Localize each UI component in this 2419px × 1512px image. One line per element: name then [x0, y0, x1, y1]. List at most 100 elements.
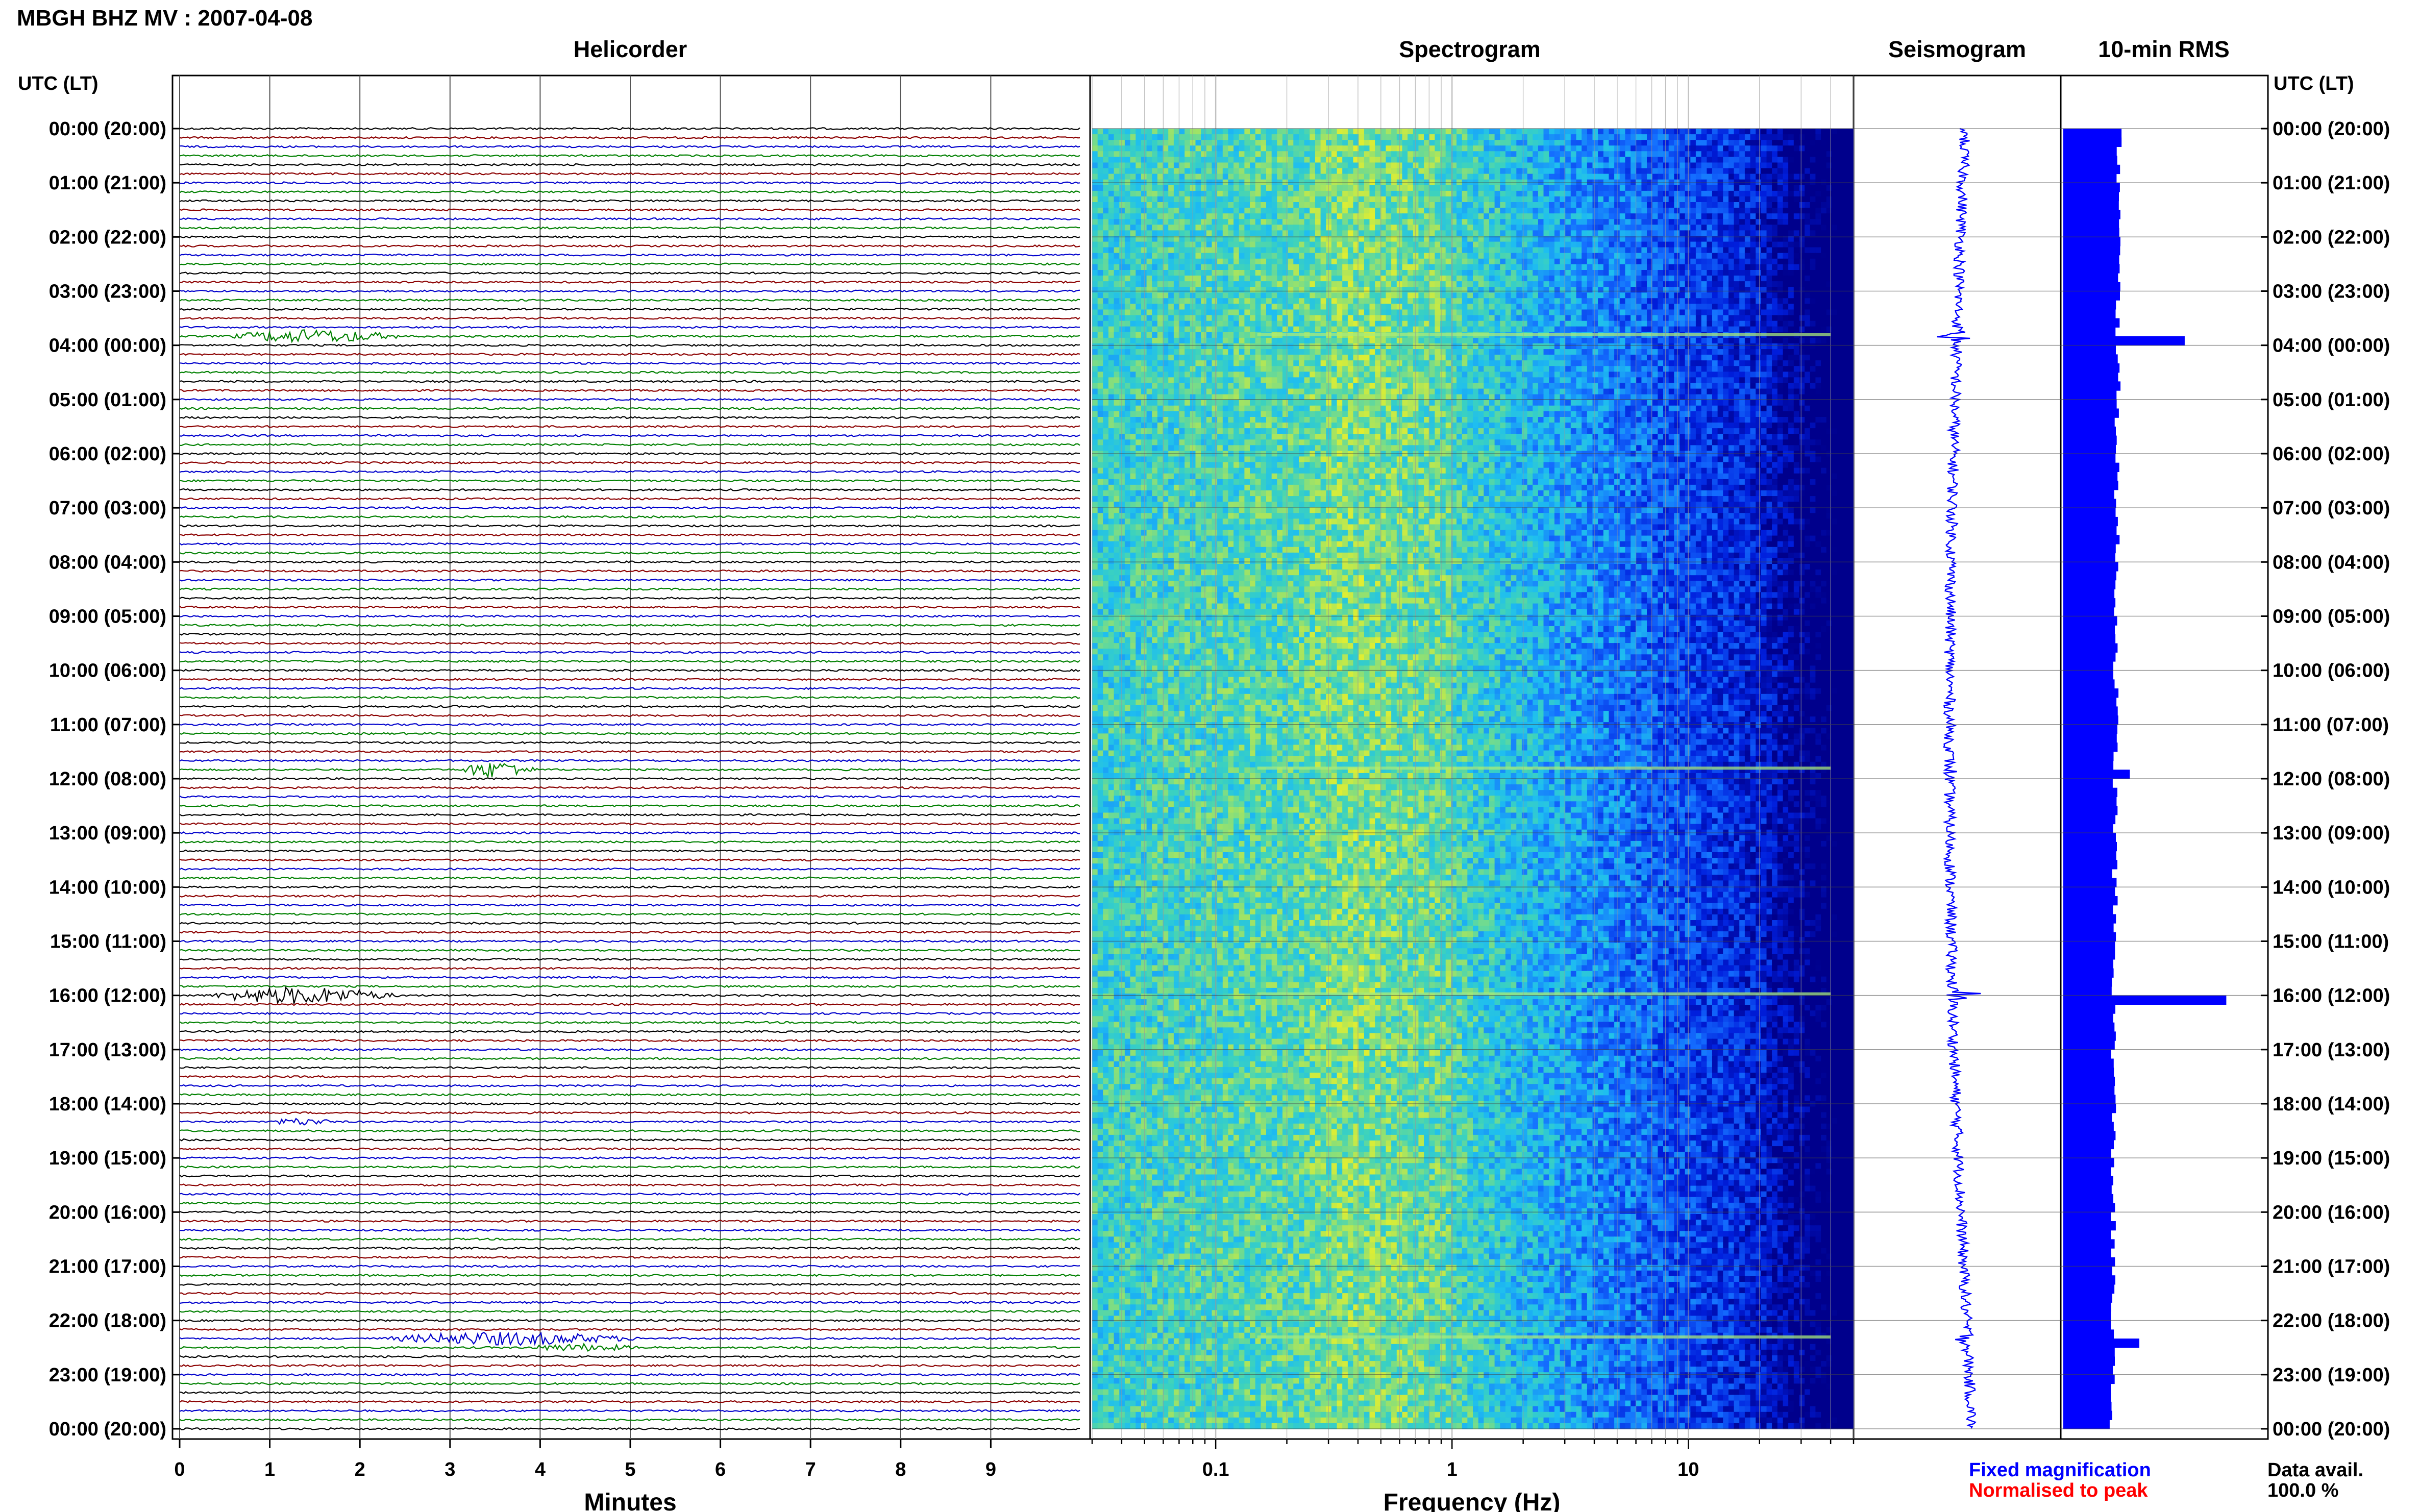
spectrogram-cell — [1544, 129, 1550, 135]
spectrogram-cell — [1147, 151, 1153, 157]
spectrogram-cell — [1103, 145, 1109, 152]
spectrogram-cell — [1576, 163, 1583, 169]
spectrogram-cell — [1255, 140, 1262, 146]
spectrogram-cell — [1196, 163, 1202, 169]
spectrogram-cell — [1157, 140, 1164, 146]
spectrogram-cell — [1266, 134, 1272, 140]
spectrogram-cell — [1826, 134, 1833, 140]
spectrogram-cell — [1680, 151, 1686, 157]
spectrogram-cell — [1239, 157, 1245, 163]
spectrogram-cell — [1571, 140, 1577, 146]
spectrogram-cell — [1603, 129, 1610, 135]
spectrogram-cell — [1103, 129, 1109, 135]
spectrogram-cell — [1380, 163, 1387, 169]
spectrogram-cell — [1092, 151, 1098, 157]
spectrogram-cell — [1837, 140, 1843, 146]
spectrogram-cell — [1152, 140, 1158, 146]
spectrogram-cell — [1119, 157, 1125, 163]
spectrogram-cell — [1304, 129, 1311, 135]
spectrogram-cell — [1663, 134, 1669, 140]
spectrogram-cell — [1783, 151, 1789, 157]
spectrogram-cell — [1674, 151, 1680, 157]
spectrogram-cell — [1418, 129, 1424, 135]
spectrogram-cell — [1772, 145, 1778, 152]
spectrogram-cell — [1359, 134, 1365, 140]
spectrogram-cell — [1174, 145, 1180, 152]
spectrogram-cell — [1565, 140, 1571, 146]
spectrogram-cell — [1217, 129, 1223, 135]
spectrogram-cell — [1495, 157, 1501, 163]
spectrogram-cell — [1282, 134, 1289, 140]
spectrogram-cell — [1761, 134, 1767, 140]
spectrogram-cell — [1348, 134, 1354, 140]
spectrogram-cell — [1484, 145, 1490, 152]
spectrogram-cell — [1783, 145, 1789, 152]
spectrogram-cell — [1658, 151, 1664, 157]
spectrogram-cell — [1837, 134, 1843, 140]
spectrogram-cell — [1772, 151, 1778, 157]
spectrogram-cell — [1484, 129, 1490, 135]
utc-label-left: UTC (LT) — [18, 73, 98, 94]
spectrogram-cell — [1625, 129, 1631, 135]
spectrogram-cell — [1669, 140, 1675, 146]
spectrogram-cell — [1478, 140, 1485, 146]
spectrogram-cell — [1184, 140, 1191, 146]
spectrogram-cell — [1473, 134, 1479, 140]
spectrogram-cell — [1457, 151, 1463, 157]
spectrogram-cell — [1603, 145, 1610, 152]
spectrogram-cell — [1321, 157, 1327, 163]
spectrogram-cell — [1184, 157, 1191, 163]
spectrogram-cell — [1108, 140, 1115, 146]
spectrogram-cell — [1674, 129, 1680, 135]
spectrogram-cell — [1707, 129, 1713, 135]
spectrogram-cell — [1826, 145, 1833, 152]
spectrogram-cell — [1380, 129, 1387, 135]
spectrogram-cell — [1598, 129, 1604, 135]
spectrogram-cell — [1652, 129, 1659, 135]
spectrogram-cell — [1315, 145, 1321, 152]
spectrogram-cell — [1418, 163, 1424, 169]
spectrogram-cell — [1233, 157, 1240, 163]
spectrogram-cell — [1408, 151, 1414, 157]
spectrogram-cell — [1538, 163, 1544, 169]
spectrogram-cell — [1582, 157, 1588, 163]
spectrogram-cell — [1098, 140, 1104, 146]
spectrogram-cell — [1478, 134, 1485, 140]
spectrogram-cell — [1206, 157, 1213, 163]
spectrogram-cell — [1625, 163, 1631, 169]
spectrogram-cell — [1495, 140, 1501, 146]
spectrogram-cell — [1342, 145, 1348, 152]
spectrogram-cell — [1674, 140, 1680, 146]
spectrogram-cell — [1304, 145, 1311, 152]
spectrogram-cell — [1228, 163, 1234, 169]
spectrogram-cell — [1098, 129, 1104, 135]
spectrogram-cell — [1184, 145, 1191, 152]
spectrogram-cell — [1843, 151, 1849, 157]
spectrogram-cell — [1157, 134, 1164, 140]
spectrogram-cell — [1527, 151, 1534, 157]
spectrogram-cell — [1848, 140, 1854, 146]
spectrogram-cell — [1522, 151, 1528, 157]
spectrogram-cell — [1103, 151, 1109, 157]
spectrogram-cell — [1723, 129, 1729, 135]
spectrogram-cell — [1429, 157, 1436, 163]
spectrogram-cell — [1641, 134, 1647, 140]
spectrogram-cell — [1174, 134, 1180, 140]
spectrogram-cell — [1244, 151, 1250, 157]
spectrogram-cell — [1582, 151, 1588, 157]
helicorder-panel — [172, 76, 1090, 1439]
spectrogram-cell — [1718, 151, 1724, 157]
spectrogram-cell — [1576, 129, 1583, 135]
spectrogram-cell — [1244, 129, 1250, 135]
spectrogram-cell — [1321, 140, 1327, 146]
spectrogram-cell — [1326, 163, 1332, 169]
spectrogram-cell — [1843, 134, 1849, 140]
spectrogram-cell — [1462, 157, 1468, 163]
spectrogram-cell — [1848, 145, 1854, 152]
spectrogram-cell — [1136, 129, 1142, 135]
spectrogram-cell — [1364, 134, 1370, 140]
spectrogram-cell — [1261, 140, 1267, 146]
spectrogram-cell — [1794, 157, 1800, 163]
spectrogram-cell — [1359, 129, 1365, 135]
spectrogram-cell — [1337, 140, 1343, 146]
